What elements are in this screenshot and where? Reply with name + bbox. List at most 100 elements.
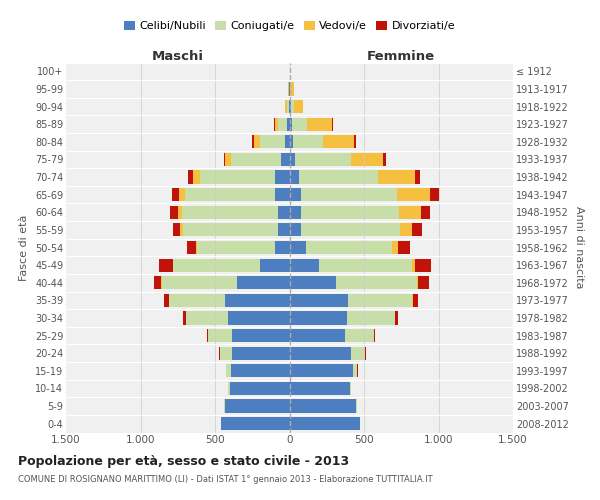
Bar: [193, 170, 200, 183]
Bar: [399, 206, 421, 219]
Bar: [374, 329, 376, 342]
Bar: [173, 258, 260, 272]
Bar: [186, 312, 227, 324]
Bar: [397, 188, 430, 201]
Bar: [290, 294, 349, 307]
Text: Maschi: Maschi: [152, 50, 204, 64]
Bar: [188, 170, 193, 183]
Bar: [301, 188, 397, 201]
Text: Popolazione per età, sesso e stato civile - 2013: Popolazione per età, sesso e stato civil…: [18, 455, 349, 468]
Bar: [350, 382, 352, 395]
Bar: [290, 329, 346, 342]
Bar: [418, 276, 429, 289]
Bar: [236, 276, 290, 289]
Bar: [285, 100, 287, 113]
Bar: [281, 153, 290, 166]
Bar: [323, 135, 355, 148]
Bar: [417, 276, 418, 289]
Bar: [260, 258, 290, 272]
Bar: [306, 241, 392, 254]
Bar: [365, 346, 366, 360]
Bar: [290, 170, 299, 183]
Bar: [278, 224, 290, 236]
Bar: [413, 294, 418, 307]
Bar: [295, 100, 304, 113]
Bar: [221, 417, 290, 430]
Bar: [162, 276, 236, 289]
Bar: [295, 153, 350, 166]
Bar: [290, 241, 306, 254]
Bar: [226, 364, 230, 378]
Bar: [290, 258, 319, 272]
Bar: [292, 118, 307, 131]
Bar: [252, 135, 254, 148]
Bar: [415, 170, 420, 183]
Bar: [290, 276, 337, 289]
Bar: [173, 224, 180, 236]
Bar: [290, 346, 352, 360]
Bar: [290, 382, 350, 395]
Bar: [352, 346, 365, 360]
Bar: [412, 224, 422, 236]
Bar: [301, 206, 399, 219]
Bar: [346, 329, 374, 342]
Bar: [290, 206, 301, 219]
Bar: [224, 400, 290, 412]
Y-axis label: Fasce di età: Fasce di età: [19, 214, 29, 280]
Bar: [275, 188, 290, 201]
Bar: [224, 153, 226, 166]
Bar: [285, 135, 290, 148]
Bar: [206, 329, 208, 342]
Bar: [415, 258, 431, 272]
Bar: [226, 153, 232, 166]
Bar: [290, 118, 292, 131]
Bar: [421, 206, 430, 219]
Bar: [170, 206, 178, 219]
Bar: [278, 206, 290, 219]
Bar: [182, 206, 278, 219]
Bar: [430, 188, 439, 201]
Bar: [232, 153, 281, 166]
Legend: Celibi/Nubili, Coniugati/e, Vedovi/e, Divorziati/e: Celibi/Nubili, Coniugati/e, Vedovi/e, Di…: [119, 16, 460, 36]
Bar: [398, 241, 410, 254]
Bar: [290, 417, 359, 430]
Bar: [290, 135, 293, 148]
Bar: [187, 241, 196, 254]
Bar: [299, 170, 378, 183]
Bar: [290, 224, 301, 236]
Bar: [154, 276, 161, 289]
Bar: [161, 276, 162, 289]
Bar: [293, 135, 323, 148]
Bar: [274, 118, 275, 131]
Bar: [208, 329, 232, 342]
Bar: [347, 312, 395, 324]
Bar: [290, 153, 295, 166]
Bar: [290, 188, 301, 201]
Bar: [196, 241, 197, 254]
Bar: [254, 135, 260, 148]
Bar: [290, 400, 356, 412]
Bar: [289, 100, 290, 113]
Bar: [383, 153, 386, 166]
Bar: [337, 276, 417, 289]
Bar: [412, 294, 413, 307]
Bar: [180, 224, 183, 236]
Bar: [353, 364, 357, 378]
Bar: [290, 100, 295, 113]
Bar: [164, 294, 169, 307]
Bar: [287, 100, 289, 113]
Bar: [169, 294, 226, 307]
Bar: [230, 364, 290, 378]
Bar: [172, 188, 179, 201]
Bar: [260, 135, 285, 148]
Bar: [319, 258, 412, 272]
Bar: [178, 206, 182, 219]
Bar: [220, 346, 232, 360]
Bar: [275, 170, 290, 183]
Bar: [400, 224, 412, 236]
Bar: [412, 258, 415, 272]
Bar: [355, 135, 356, 148]
Bar: [185, 188, 275, 201]
Bar: [275, 118, 278, 131]
Bar: [179, 188, 185, 201]
